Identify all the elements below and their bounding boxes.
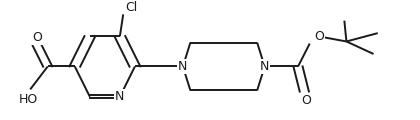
Text: HO: HO [18,93,38,106]
Text: N: N [178,60,188,73]
Text: Cl: Cl [125,1,137,14]
Text: N: N [115,90,125,103]
Text: N: N [260,60,269,73]
Text: O: O [314,30,324,43]
Text: O: O [302,94,311,107]
Text: O: O [32,31,42,44]
